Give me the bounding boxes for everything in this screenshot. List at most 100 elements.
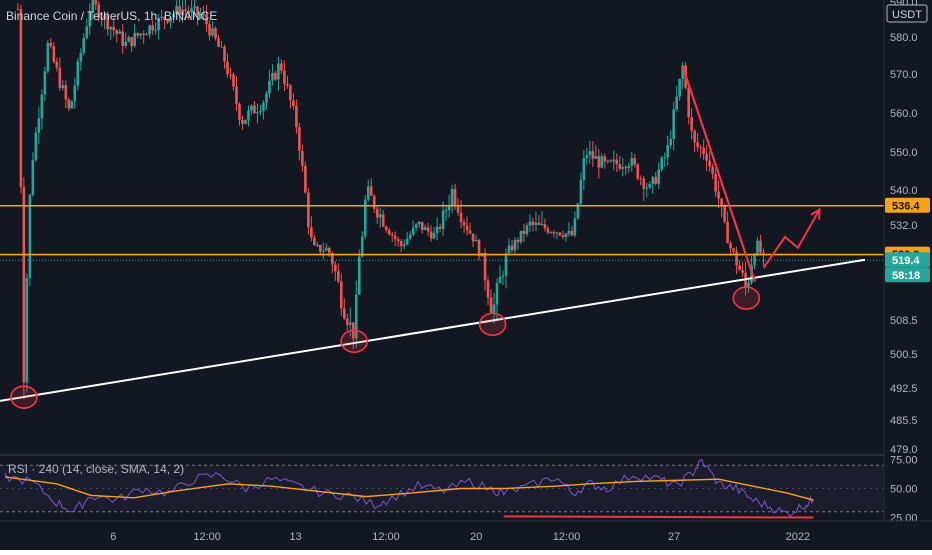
candle-body	[597, 156, 601, 168]
candle-body	[381, 214, 385, 227]
candle-body	[106, 15, 110, 30]
candle-body	[690, 116, 693, 131]
candle-body	[241, 119, 244, 124]
price-tick-label: 532.0	[890, 220, 918, 232]
candle-body	[295, 105, 298, 128]
projection-arrow-path	[762, 209, 821, 269]
candle-body	[672, 109, 675, 139]
candle-body	[570, 230, 574, 236]
candle-body	[31, 159, 35, 195]
candle-body	[630, 158, 634, 166]
time-tick-label: 27	[668, 531, 680, 543]
candle-body	[115, 30, 119, 34]
candle-body	[456, 204, 460, 213]
candle-body	[286, 83, 289, 86]
candle-body	[417, 221, 421, 225]
candle-body	[256, 112, 259, 114]
main-price-pane[interactable]	[0, 0, 884, 456]
currency-label: USDT	[892, 9, 922, 21]
candle-body	[411, 227, 415, 235]
candle-body	[136, 32, 139, 36]
candle-body	[669, 138, 672, 146]
candle-body	[79, 52, 83, 62]
time-axis[interactable]: 6 12:00 13 12:00 20 12:00 27 2022	[0, 520, 932, 543]
candle-body	[118, 31, 122, 34]
candle-body	[345, 318, 349, 325]
time-tick-label: 12:00	[372, 531, 400, 543]
candle-body	[342, 308, 346, 319]
candle-body	[474, 240, 478, 242]
candle-body	[357, 256, 361, 295]
candle-body	[232, 74, 235, 87]
candle-body	[687, 87, 690, 117]
candle-body	[420, 221, 424, 231]
price-tick-label: 570.0	[890, 69, 918, 81]
candle-body	[130, 37, 133, 46]
candle-body	[28, 194, 32, 278]
candle-body	[735, 251, 738, 266]
candle-body	[432, 232, 436, 239]
candle-body	[615, 159, 619, 165]
price-tick-label: 508.5	[890, 315, 918, 327]
candle-body	[585, 155, 589, 159]
candle-body	[181, 9, 184, 16]
candle-body	[244, 119, 247, 124]
candle-body	[729, 243, 732, 249]
candle-body	[304, 165, 307, 193]
candle-body	[654, 176, 658, 184]
candle-body	[322, 250, 325, 252]
time-tick-label: 12:00	[553, 531, 581, 543]
rsi-tick-label: 50.00	[890, 484, 918, 496]
candle-body	[196, 6, 199, 16]
candle-body	[331, 253, 334, 265]
candle-body	[348, 322, 352, 325]
candle-body	[369, 186, 373, 196]
candle-body	[366, 186, 370, 200]
candle-body	[94, 0, 98, 5]
price-tick-label: 540.0	[890, 185, 918, 197]
candle-body	[169, 17, 172, 23]
candle-body	[175, 5, 178, 15]
candle-body	[64, 85, 68, 100]
candle-body	[160, 16, 163, 18]
candle-body	[157, 17, 160, 30]
candle-body	[190, 8, 193, 13]
candle-body	[238, 103, 241, 120]
candle-body	[49, 42, 53, 47]
candle-body	[603, 156, 607, 162]
candle-body	[109, 26, 113, 30]
candle-body	[720, 198, 723, 207]
candle-body	[621, 167, 625, 169]
candle-body	[531, 221, 535, 226]
candle-body	[711, 166, 714, 174]
candle-body	[313, 237, 316, 246]
candle-body	[334, 264, 337, 272]
candle-body	[250, 105, 253, 111]
candle-body	[759, 240, 762, 253]
candle-body	[447, 205, 451, 211]
rsi-pane[interactable]	[0, 456, 884, 521]
price-tick-label: 550.0	[890, 147, 918, 159]
candle-body	[516, 239, 520, 243]
candle-body	[747, 282, 750, 287]
candle-body	[393, 235, 397, 240]
candle-body	[259, 110, 262, 113]
candle-body	[184, 9, 187, 11]
candle-body	[154, 29, 157, 31]
candle-body	[540, 224, 544, 226]
candle-body	[579, 180, 583, 204]
candles-group	[16, 0, 765, 400]
candle-body	[100, 18, 104, 20]
candle-body	[513, 239, 517, 251]
candle-body	[387, 230, 391, 235]
candle-body	[624, 167, 628, 169]
candle-body	[396, 239, 400, 242]
candle-body	[360, 236, 364, 257]
price-tick-label: 492.5	[890, 383, 918, 395]
candle-body	[271, 73, 274, 81]
candle-body	[85, 26, 89, 39]
candle-body	[37, 118, 41, 133]
candle-body	[510, 245, 514, 251]
price-axis[interactable]: 590.0580.0570.0560.0550.0540.0532.0520.0…	[883, 0, 930, 525]
